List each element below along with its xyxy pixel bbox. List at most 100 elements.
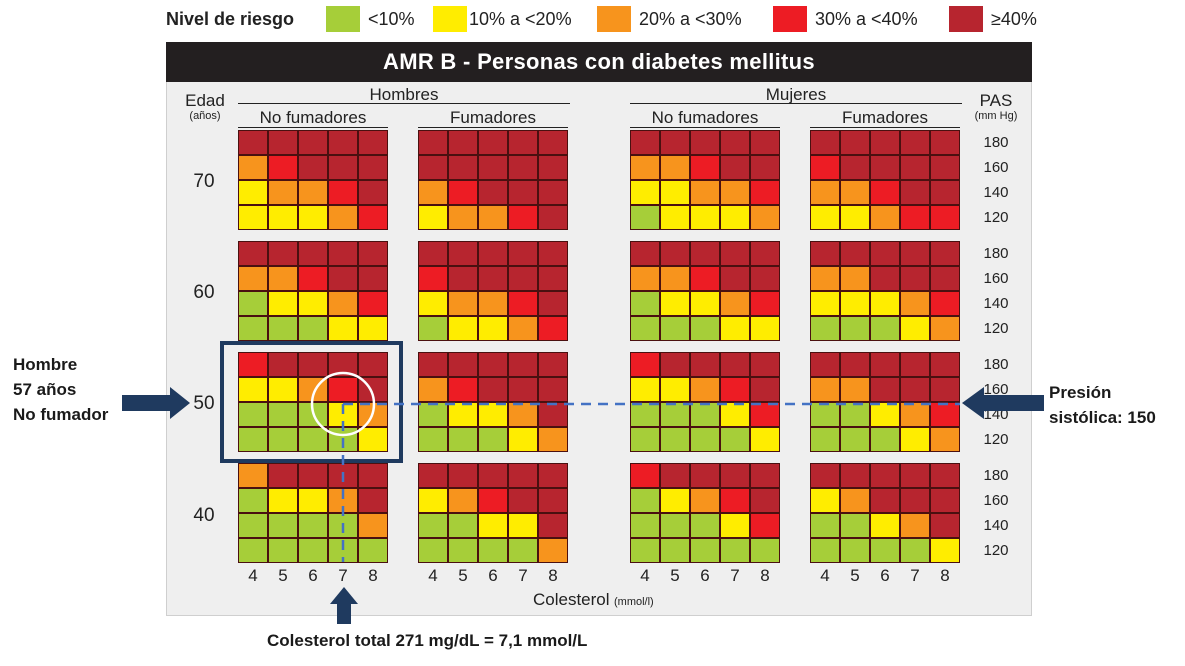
risk-cell (630, 180, 660, 205)
risk-cell (810, 316, 840, 341)
risk-cell (418, 427, 448, 452)
risk-cell (448, 205, 478, 230)
risk-cell (478, 377, 508, 402)
risk-cell (750, 377, 780, 402)
cholesterol-tick-label: 8 (548, 566, 558, 585)
risk-cell (690, 155, 720, 180)
risk-cell (900, 241, 930, 266)
risk-cell (238, 130, 268, 155)
risk-cell (508, 205, 538, 230)
legend-label: 30% a <40% (815, 9, 918, 29)
risk-cell (508, 266, 538, 291)
pressure-arrow (962, 387, 1044, 419)
risk-cell (930, 513, 960, 538)
risk-cell (358, 180, 388, 205)
risk-cell (358, 266, 388, 291)
risk-cell (900, 205, 930, 230)
risk-cell (268, 377, 298, 402)
risk-cell (328, 266, 358, 291)
risk-cell (418, 513, 448, 538)
risk-cell (660, 402, 690, 427)
risk-cell (538, 205, 568, 230)
risk-cell (630, 241, 660, 266)
sbp-tick-label: 160 (983, 381, 1009, 398)
risk-cell (268, 463, 298, 488)
pressure-value: sistólica: 150 (1049, 408, 1156, 427)
smoking-header-men-smokers: Fumadores (450, 108, 536, 127)
risk-cell (810, 266, 840, 291)
risk-cell (298, 463, 328, 488)
risk-cell (720, 291, 750, 316)
sbp-tick-label: 180 (983, 356, 1009, 373)
risk-cell (750, 180, 780, 205)
legend-label: 20% a <30% (639, 9, 742, 29)
legend-swatch (773, 6, 807, 32)
sbp-tick-label: 140 (983, 517, 1009, 534)
risk-cell (900, 155, 930, 180)
risk-cell (268, 241, 298, 266)
risk-cell (630, 427, 660, 452)
risk-cell (358, 291, 388, 316)
risk-cell (690, 266, 720, 291)
risk-cell (268, 402, 298, 427)
risk-cell (690, 291, 720, 316)
risk-cell (418, 377, 448, 402)
risk-cell (720, 488, 750, 513)
sbp-tick-label: 160 (983, 270, 1009, 287)
risk-cell (840, 155, 870, 180)
age-label-50: 50 (193, 393, 215, 414)
sbp-tick-label: 160 (983, 159, 1009, 176)
risk-cell (478, 352, 508, 377)
risk-cell (630, 130, 660, 155)
risk-cell (750, 488, 780, 513)
risk-cell (418, 155, 448, 180)
risk-cell (930, 155, 960, 180)
risk-cell (840, 130, 870, 155)
risk-cell (720, 463, 750, 488)
risk-cell (870, 130, 900, 155)
risk-cell (810, 352, 840, 377)
risk-cell (750, 130, 780, 155)
sex-header-men-line (238, 103, 570, 104)
risk-cell (538, 427, 568, 452)
risk-cell (358, 352, 388, 377)
risk-cell (660, 266, 690, 291)
risk-cell (720, 513, 750, 538)
risk-cell (660, 155, 690, 180)
risk-cell (930, 205, 960, 230)
risk-cell (750, 205, 780, 230)
risk-cell (750, 241, 780, 266)
risk-cell (538, 316, 568, 341)
risk-cell (478, 266, 508, 291)
risk-cell (268, 266, 298, 291)
risk-cell (448, 538, 478, 563)
risk-cell (870, 155, 900, 180)
risk-cell (478, 488, 508, 513)
risk-cell (900, 266, 930, 291)
cholesterol-tick-label: 7 (730, 566, 740, 585)
risk-cell (690, 488, 720, 513)
cholesterol-axis-unit: (mmol/l) (614, 596, 654, 608)
risk-cell (720, 538, 750, 563)
risk-cell (750, 316, 780, 341)
risk-cell (840, 180, 870, 205)
cholesterol-tick-label: 7 (518, 566, 528, 585)
risk-cell (448, 427, 478, 452)
risk-cell (298, 180, 328, 205)
risk-cell (840, 513, 870, 538)
risk-cell (298, 155, 328, 180)
risk-cell (690, 180, 720, 205)
legend-swatch (326, 6, 360, 32)
risk-cell (750, 427, 780, 452)
risk-cell (660, 513, 690, 538)
risk-cell (690, 241, 720, 266)
risk-cell (268, 130, 298, 155)
risk-cell (900, 377, 930, 402)
risk-cell (840, 241, 870, 266)
risk-cell (328, 155, 358, 180)
risk-cell (358, 463, 388, 488)
risk-cell (298, 427, 328, 452)
risk-cell (630, 266, 660, 291)
cholesterol-tick-label: 6 (700, 566, 710, 585)
risk-cell (930, 538, 960, 563)
